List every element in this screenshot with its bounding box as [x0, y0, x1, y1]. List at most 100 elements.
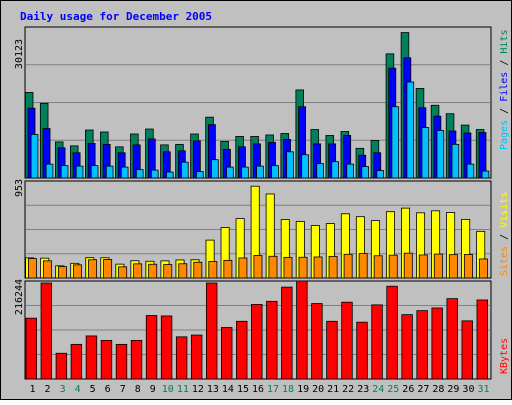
sites-bar-day-19 — [298, 256, 308, 279]
middle-panel — [24, 180, 492, 279]
kbytes-bar-day-5 — [85, 335, 98, 380]
kbytes-bar-day-25 — [386, 285, 398, 380]
kbytes-bar-day-4 — [70, 343, 83, 380]
sites-bar-day-14 — [223, 259, 233, 279]
middle-panel-max-label: 953 — [14, 179, 25, 197]
kbytes-bar-day-26 — [401, 314, 413, 380]
bottom-panel — [24, 280, 492, 380]
pages-bar-day-26 — [406, 81, 415, 179]
pages-bar-day-7 — [120, 166, 129, 179]
bottom-panel-max-label: 216244 — [14, 279, 25, 315]
x-label-16: 16 — [252, 384, 264, 395]
x-label-6: 6 — [105, 384, 111, 395]
x-axis-labels: 1 2 3 4 5 6 7 8 9 10 11 12 13 14 15 16 17 18 19 20 21 22 23 24 2… — [30, 384, 490, 395]
pages-bar-day-25 — [391, 106, 400, 179]
pages-bar-day-5 — [90, 165, 99, 179]
sites-bar-day-24 — [373, 255, 383, 279]
kbytes-bar-day-6 — [100, 339, 113, 380]
pages-bar-day-20 — [316, 163, 324, 179]
x-label-14: 14 — [222, 384, 234, 395]
pages-bar-day-27 — [421, 127, 430, 179]
pages-bar-day-23 — [361, 166, 370, 179]
sites-bar-day-31 — [478, 258, 488, 279]
x-label-12: 12 — [192, 384, 204, 395]
kbytes-bar-day-18 — [281, 286, 293, 380]
kbytes-bar-day-28 — [431, 307, 443, 380]
sites-bar-day-12 — [193, 261, 203, 279]
legend-separator: / — [499, 108, 510, 114]
kbytes-bar-day-24 — [371, 304, 383, 380]
pages-bar-day-3 — [60, 165, 69, 179]
pages-bar-day-21 — [331, 161, 339, 179]
pages-bar-day-29 — [451, 143, 460, 179]
x-label-11: 11 — [177, 384, 189, 395]
pages-bar-day-13 — [211, 159, 219, 179]
sites-bar-day-15 — [238, 257, 248, 279]
pages-bar-day-28 — [436, 130, 445, 179]
sites-bar-day-28 — [433, 253, 443, 279]
kbytes-bar-day-7 — [115, 343, 128, 380]
pages-bar-day-22 — [346, 163, 354, 179]
x-label-19: 19 — [297, 384, 309, 395]
x-label-7: 7 — [120, 384, 126, 395]
sites-bar-day-20 — [313, 256, 323, 279]
sites-bar-day-1 — [27, 258, 37, 279]
kbytes-bar-day-31 — [476, 299, 488, 380]
pages-bar-day-19 — [301, 154, 309, 179]
x-label-1: 1 — [30, 384, 36, 395]
legend-separator: / — [499, 234, 510, 240]
kbytes-bar-day-10 — [160, 315, 173, 380]
legend-visits: Visits — [499, 192, 510, 228]
pages-bar-day-16 — [256, 165, 264, 179]
pages-bar-day-6 — [105, 165, 114, 179]
sites-bar-day-4 — [73, 264, 82, 279]
x-label-22: 22 — [342, 384, 354, 395]
kbytes-bar-day-27 — [416, 310, 428, 380]
pages-bar-day-24 — [376, 170, 385, 179]
kbytes-bar-day-29 — [446, 298, 458, 380]
pages-bar-day-10 — [165, 171, 174, 179]
pages-bar-day-17 — [271, 165, 279, 179]
sites-bar-day-10 — [163, 264, 173, 279]
pages-bar-day-15 — [241, 166, 249, 179]
x-label-27: 27 — [417, 384, 429, 395]
x-label-15: 15 — [237, 384, 249, 395]
kbytes-bar-day-19 — [296, 280, 308, 380]
pages-bar-day-1 — [30, 134, 39, 179]
x-label-23: 23 — [357, 384, 369, 395]
pages-bar-day-12 — [196, 171, 204, 179]
sites-bar-day-7 — [118, 266, 128, 279]
sites-bar-day-17 — [268, 255, 278, 279]
pages-bar-day-11 — [181, 161, 189, 179]
kbytes-bar-day-21 — [326, 320, 338, 380]
x-label-29: 29 — [447, 384, 459, 395]
sites-bar-day-26 — [403, 252, 413, 279]
kbytes-bar-day-9 — [145, 315, 158, 380]
sites-bar-day-18 — [283, 256, 293, 279]
kbytes-bar-day-15 — [236, 320, 248, 380]
x-label-17: 17 — [267, 384, 279, 395]
legend-sites: Sites — [499, 246, 510, 276]
sites-bar-day-3 — [58, 266, 67, 279]
pages-bar-day-18 — [286, 151, 294, 179]
kbytes-bar-day-20 — [311, 303, 323, 380]
kbytes-bar-day-23 — [356, 321, 368, 380]
kbytes-bar-day-2 — [40, 282, 53, 380]
pages-bar-day-2 — [45, 163, 54, 179]
pages-bar-day-31 — [481, 170, 490, 179]
x-label-18: 18 — [282, 384, 294, 395]
sites-bar-day-22 — [343, 253, 353, 279]
bottom-right-legend: KBytes — [499, 338, 510, 374]
x-label-31: 31 — [477, 384, 489, 395]
kbytes-bar-day-22 — [341, 301, 353, 380]
sites-bar-day-11 — [178, 263, 188, 279]
sites-bar-day-13 — [208, 261, 218, 279]
x-label-25: 25 — [387, 384, 399, 395]
x-label-20: 20 — [312, 384, 324, 395]
top-panel — [24, 26, 492, 179]
legend-separator: / — [499, 60, 510, 66]
top-panel-max-label: 30123 — [14, 39, 25, 69]
x-label-21: 21 — [327, 384, 339, 395]
